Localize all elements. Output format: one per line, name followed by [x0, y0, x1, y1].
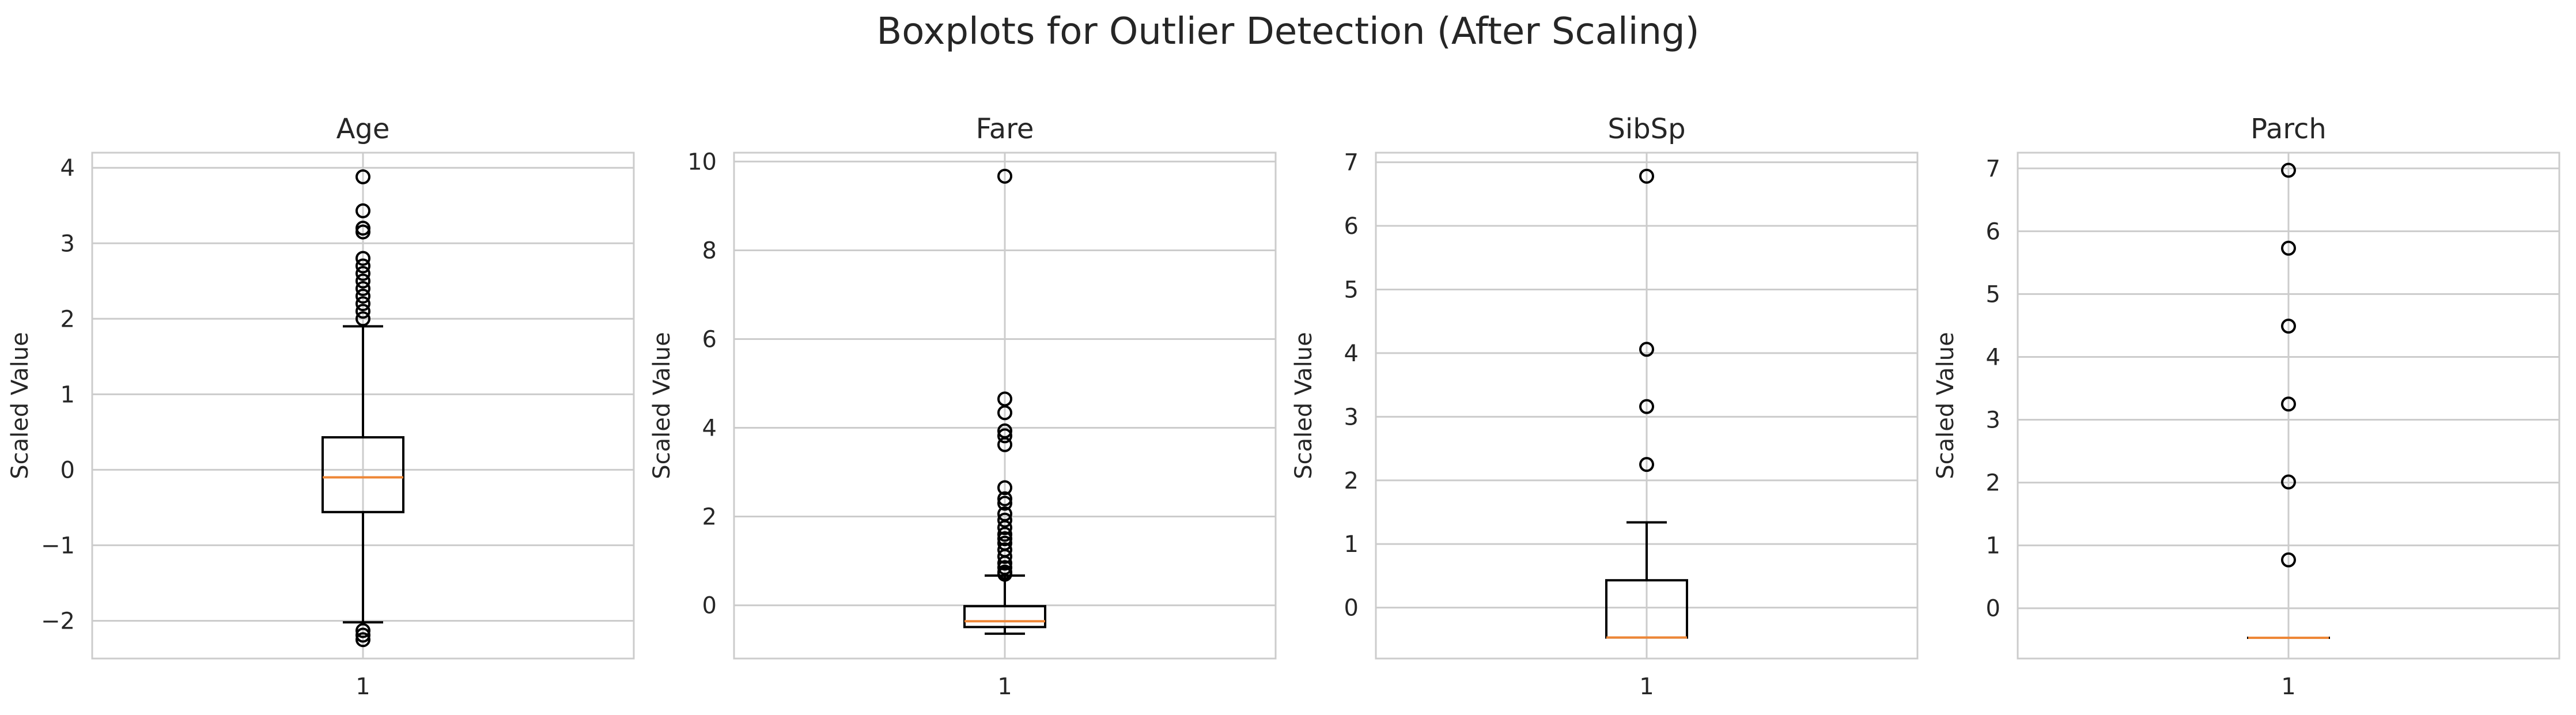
- outlier-point: [1639, 457, 1654, 472]
- outlier-point: [997, 491, 1012, 506]
- outlier-point: [355, 266, 370, 281]
- y-tick-label: 2: [1986, 470, 2000, 497]
- y-tick-label: 7: [1344, 150, 1359, 176]
- outlier-point: [997, 548, 1012, 564]
- y-tick-label: 6: [702, 326, 717, 353]
- outlier-point: [997, 405, 1012, 421]
- outlier-point: [355, 224, 370, 240]
- panel-fare: 0 2 4 6 8 10 1 Fare Scaled Value: [649, 113, 1277, 700]
- figure-suptitle: Boxplots for Outlier Detection (After Sc…: [876, 10, 1700, 53]
- y-tick-label: 8: [702, 237, 717, 264]
- y-tick-label: 6: [1344, 213, 1359, 240]
- outlier-point: [2281, 474, 2296, 490]
- outlier-point: [997, 512, 1012, 528]
- outlier-point: [997, 566, 1012, 582]
- outlier-point: [1639, 399, 1654, 414]
- y-tick-label: 0: [60, 457, 75, 483]
- panel-title: Parch: [2250, 113, 2327, 145]
- axes-frame: [1375, 152, 1919, 660]
- y-tick-label: 3: [1344, 404, 1359, 430]
- outlier-point: [355, 258, 370, 274]
- x-tick-label: 1: [1639, 674, 1654, 700]
- panel-title: Fare: [976, 113, 1034, 145]
- y-tick-label: 4: [60, 155, 75, 181]
- x-tick-label: 1: [2281, 674, 2295, 700]
- axes-frame: [2017, 152, 2560, 660]
- outlier-point: [997, 531, 1012, 547]
- outlier-point: [997, 428, 1012, 444]
- y-tick-label: 4: [702, 415, 717, 442]
- y-tick-label: 5: [1344, 277, 1359, 303]
- y-axis-label: Scaled Value: [1291, 332, 1317, 479]
- x-tick-label: 1: [355, 674, 370, 700]
- outlier-point: [355, 251, 370, 266]
- outlier-point: [2281, 396, 2296, 412]
- y-tick-label: −2: [41, 608, 75, 634]
- axes-frame: [733, 152, 1277, 660]
- outlier-point: [1639, 168, 1654, 184]
- y-tick-label: 6: [1986, 218, 2000, 245]
- y-tick-label: 1: [60, 381, 75, 408]
- outlier-point: [355, 311, 370, 327]
- y-tick-label: 0: [1986, 596, 2000, 622]
- y-tick-label: 3: [1986, 407, 2000, 434]
- panel-sibsp: 0 1 2 3 4 5 6 7 1 SibSp Scaled Value: [1291, 113, 1919, 700]
- y-tick-label: 7: [1986, 156, 2000, 182]
- y-tick-label: 3: [60, 230, 75, 257]
- outlier-point: [355, 288, 370, 304]
- panel-title: Age: [336, 113, 390, 145]
- outlier-point: [355, 169, 370, 184]
- outlier-point: [997, 560, 1012, 576]
- y-axis-label: Scaled Value: [1932, 332, 1959, 479]
- outlier-point: [2281, 240, 2296, 256]
- outlier-point: [997, 437, 1012, 452]
- y-tick-label: 4: [1344, 341, 1359, 367]
- y-tick-label: 0: [702, 593, 717, 619]
- outlier-point: [997, 555, 1012, 571]
- outlier-point: [355, 632, 370, 648]
- outlier-point: [997, 520, 1012, 535]
- iqr-box: [321, 436, 404, 513]
- panel-age: −2 −1 0 1 2 3 4 1 Age Scaled Value: [7, 113, 635, 700]
- y-axis-label: Scaled Value: [7, 332, 33, 479]
- y-tick-label: 2: [60, 306, 75, 332]
- y-tick-label: −1: [41, 532, 75, 559]
- y-tick-label: 4: [1986, 344, 2000, 370]
- outlier-point: [355, 273, 370, 289]
- y-tick-label: 1: [1344, 531, 1359, 558]
- y-tick-label: 5: [1986, 281, 2000, 308]
- outlier-point: [2281, 162, 2296, 178]
- axes-frame: [91, 152, 635, 660]
- outlier-point: [355, 627, 370, 643]
- outlier-point: [355, 304, 370, 319]
- y-axis-label: Scaled Value: [649, 332, 675, 479]
- y-tick-label: 2: [1344, 468, 1359, 494]
- outlier-point: [355, 296, 370, 312]
- iqr-box: [963, 605, 1046, 629]
- x-tick-label: 1: [997, 674, 1012, 700]
- outlier-point: [997, 527, 1012, 542]
- y-tick-label: 10: [687, 149, 717, 175]
- outlier-point: [355, 623, 370, 638]
- panel-parch: 0 1 2 3 4 5 6 7 1 Parch Scaled Value: [1932, 113, 2560, 700]
- y-tick-label: 1: [1986, 533, 2000, 559]
- outlier-point: [2281, 319, 2296, 334]
- outlier-point: [355, 203, 370, 218]
- outlier-point: [2281, 552, 2296, 568]
- outlier-point: [997, 495, 1012, 511]
- outlier-point: [997, 480, 1012, 495]
- panel-title: SibSp: [1607, 113, 1685, 145]
- y-tick-label: 2: [702, 504, 717, 531]
- outlier-point: [1639, 342, 1654, 357]
- outlier-point: [355, 281, 370, 296]
- outlier-point: [997, 168, 1012, 184]
- y-tick-label: 0: [1344, 595, 1359, 622]
